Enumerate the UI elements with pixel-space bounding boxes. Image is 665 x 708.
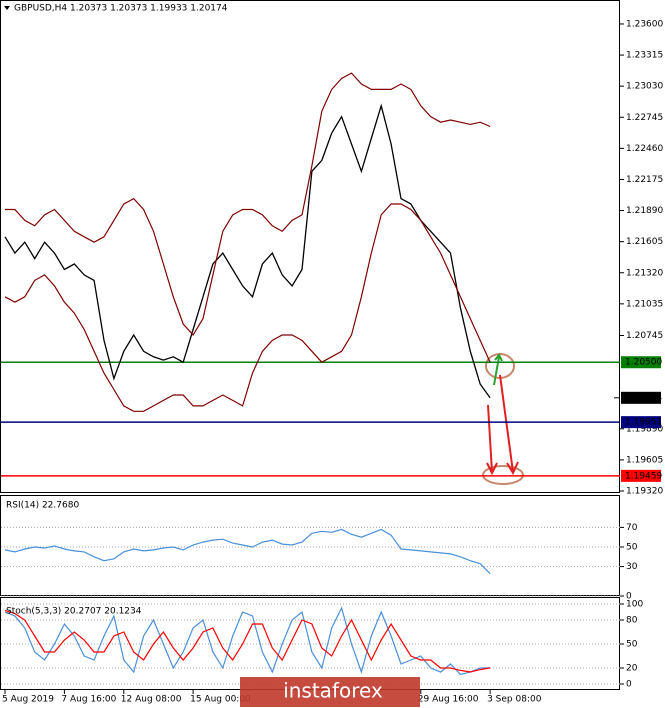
panel-title: GBPUSD,H4 1.20373 1.20373 1.19933 1.2017… [14, 4, 228, 14]
watermark-box [240, 677, 420, 707]
y-tick-label: 1.19320 [626, 486, 663, 496]
watermark: instaforex [283, 679, 383, 703]
y-tick-label: 0 [626, 680, 632, 690]
y-tick-label: 1.20745 [626, 331, 663, 341]
level-label: 1.19459 [625, 471, 662, 481]
y-tick-label: 70 [626, 523, 638, 533]
y-tick-label: 100 [626, 600, 643, 610]
x-tick-label: 15 Aug 00:00 [190, 695, 251, 705]
level-label-box [621, 356, 661, 369]
y-tick-label: 1.23600 [626, 19, 663, 29]
y-tick-label: 1.21605 [626, 237, 663, 247]
target-ellipse [482, 465, 524, 485]
panel-title: RSI(14) 22.7680 [6, 501, 79, 511]
x-tick-label: 29 Aug 16:00 [418, 695, 479, 705]
series-line [4, 203, 491, 412]
y-tick-label: 0 [626, 592, 632, 602]
x-tick-label: 3 Sep 08:00 [487, 695, 542, 705]
panel-title: Stoch(5,3,3) 20.2707 20.1234 [6, 607, 142, 617]
series-line [4, 103, 491, 399]
price-label: 1.20174 [625, 393, 662, 403]
main-panel [0, 0, 620, 493]
red-arrow [486, 404, 498, 476]
red-arrow [499, 374, 519, 476]
series-line [4, 606, 491, 676]
series-line [4, 609, 491, 673]
menu-arrow [4, 6, 10, 10]
annotations [482, 353, 524, 485]
x-tick-label: 7 Aug 16:00 [61, 695, 116, 705]
y-tick-label: 50 [626, 640, 638, 650]
y-tick-label: 80 [626, 616, 638, 626]
level-label-box [621, 469, 661, 482]
y-tick-label: 1.19605 [626, 455, 663, 465]
y-tick-label: 1.22175 [626, 175, 663, 185]
y-tick-label: 1.22745 [626, 113, 663, 123]
level-label: 1.20500 [625, 358, 662, 368]
level-label: 1.19951 [625, 418, 662, 428]
y-tick-label: 1.22460 [626, 144, 663, 154]
y-tick-label: 50 [626, 543, 638, 553]
y-tick-label: 1.19890 [626, 424, 663, 434]
y-tick-label: 1.21890 [626, 206, 663, 216]
y-tick-label: 1.23315 [626, 51, 663, 61]
x-tick-label: 12 Aug 08:00 [121, 695, 182, 705]
x-tick-label: 5 Aug 2019 [2, 695, 54, 705]
series-line [4, 528, 491, 575]
y-tick-label: 20 [626, 664, 638, 674]
price-label-box [621, 391, 661, 404]
y-tick-label: 30 [626, 562, 638, 572]
y-tick-label: 1.21320 [626, 268, 663, 278]
series-line [5, 72, 491, 337]
y-tick-label: 1.23030 [626, 82, 663, 92]
level-label-box [621, 416, 661, 429]
y-tick-label: 1.21035 [626, 299, 663, 309]
